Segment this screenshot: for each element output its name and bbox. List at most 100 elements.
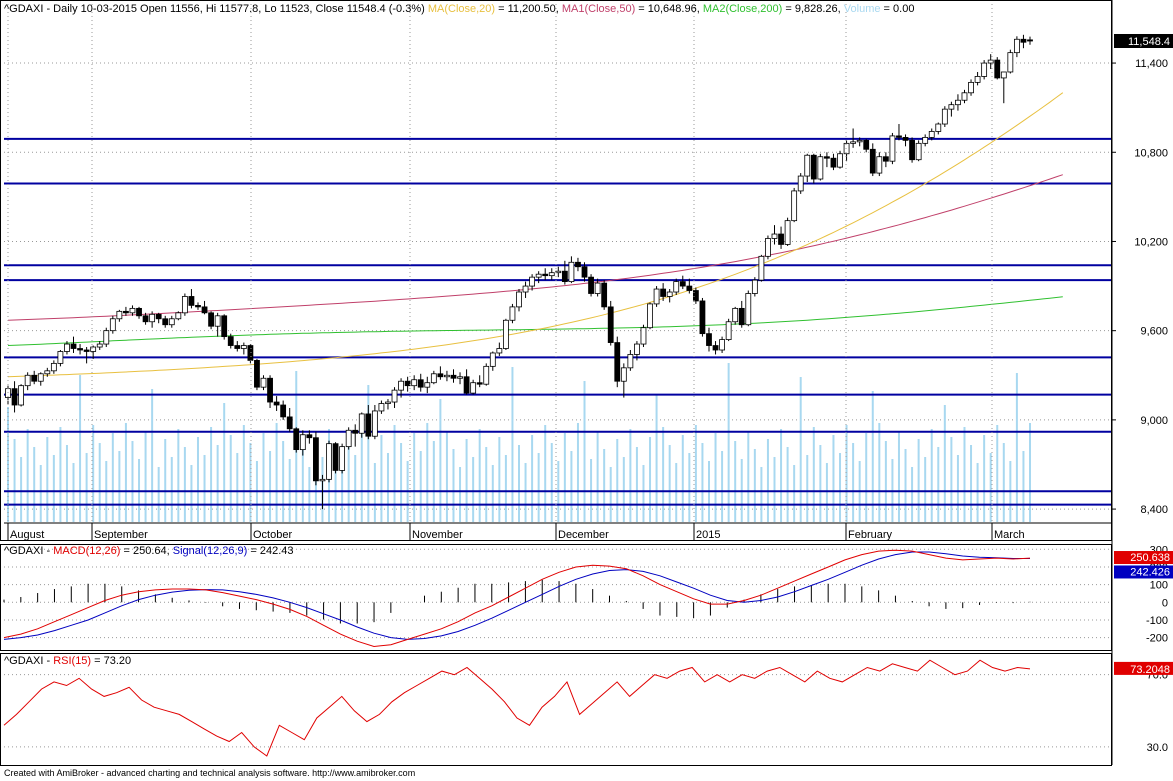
candle-down	[352, 429, 359, 434]
candle-up	[371, 410, 378, 437]
candle-down	[136, 307, 142, 317]
candle-up	[987, 59, 994, 64]
candle-up	[398, 380, 404, 391]
candle-up	[24, 374, 31, 387]
candle-down	[437, 373, 444, 378]
macd-pane-header: ^GDAXI - MACD(12,26) = 250.64, Signal(12…	[4, 545, 294, 558]
candle-down	[417, 379, 424, 388]
candle-down	[869, 148, 876, 174]
candle-up	[457, 376, 463, 379]
date-label: November	[412, 529, 463, 541]
ma200-label: MA2(Close,200)	[702, 3, 783, 15]
candle-down	[254, 360, 260, 388]
ma50-value: = 10,648.96,	[635, 3, 700, 15]
rsi-last-badge	[1114, 661, 1173, 675]
rsi-pane-header: ^GDAXI - RSI(15) = 73.20	[4, 655, 131, 668]
candle-up	[548, 272, 555, 277]
candle-down	[778, 233, 784, 245]
candle-up	[319, 478, 326, 482]
candle-up	[168, 318, 175, 326]
candle-down	[267, 377, 273, 403]
candle-down	[588, 276, 594, 294]
candle-up	[751, 279, 758, 294]
candle-up	[948, 104, 955, 110]
candle-up	[129, 307, 136, 314]
candle-up	[889, 135, 896, 162]
macd-tick-label: -200	[1146, 633, 1168, 645]
candle-up	[758, 255, 765, 281]
candle-down	[863, 139, 870, 150]
ma50-label: MA1(Close,50)	[561, 3, 636, 15]
candle-down	[365, 413, 372, 437]
candle-down	[614, 342, 621, 382]
rsi-last-label: 73.2048	[1130, 664, 1170, 676]
candle-up	[181, 296, 188, 314]
candle-up	[96, 343, 103, 348]
candle-down	[293, 428, 300, 451]
candle-down	[824, 156, 830, 159]
ma20-line	[7, 92, 1064, 378]
pane-frames	[0, 0, 1113, 766]
candle-up	[522, 285, 529, 293]
price-tick-label: 9,600	[1140, 326, 1168, 338]
candle-down	[994, 59, 1001, 79]
candle-down	[227, 336, 234, 346]
date-label: December	[558, 529, 609, 541]
candle-down	[1027, 39, 1033, 42]
rsi-sep: -	[43, 655, 54, 667]
candle-down	[70, 343, 77, 349]
candle-up	[103, 330, 110, 345]
candle-up	[791, 190, 798, 222]
candle-down	[83, 349, 90, 352]
candle-down	[909, 139, 915, 161]
candle-down	[123, 310, 129, 314]
candle-down	[162, 318, 169, 326]
price-candles	[5, 34, 1033, 510]
candle-up	[850, 141, 857, 144]
candle-up	[116, 310, 123, 320]
last-close-badge	[1114, 33, 1173, 48]
rsi-label: RSI(15)	[53, 655, 92, 667]
candle-up	[299, 434, 306, 451]
candle-down	[686, 285, 693, 291]
candle-down	[699, 300, 706, 335]
candle-down	[31, 374, 38, 382]
signal-label: Signal(12,26,9)	[172, 545, 248, 557]
candle-up	[620, 367, 627, 382]
candle-up	[673, 281, 680, 293]
rsi-pane: 70.030.073.2048	[3, 659, 1173, 757]
volume-value: = 0.00	[880, 3, 915, 15]
candle-down	[234, 345, 241, 349]
candle-up	[981, 62, 988, 77]
candle-up	[634, 343, 640, 355]
price-tick-label: 8,400	[1140, 504, 1168, 516]
candle-down	[221, 315, 228, 338]
candle-up	[843, 142, 850, 155]
price-axis: 8,400 9,000 9,600 10,200 10,800 11,400 11,548.…	[1112, 33, 1173, 516]
price-tick-label: 9,000	[1140, 415, 1168, 427]
last-close-label: 11,548.4	[1128, 36, 1170, 48]
macd-last-badge	[1114, 551, 1173, 565]
candle-up	[719, 339, 725, 351]
candle-down	[450, 374, 457, 379]
candle-up	[535, 273, 542, 278]
candle-down	[195, 304, 201, 308]
candle-up	[941, 108, 948, 125]
candle-up	[928, 131, 935, 138]
candle-down	[273, 401, 280, 406]
macd-tick-label: 100	[1150, 580, 1168, 592]
ma20-label: MA(Close,20)	[427, 3, 496, 15]
candle-up	[483, 365, 490, 385]
price-symbol: ^GDAXI	[4, 3, 44, 15]
date-label: October	[253, 529, 292, 541]
candle-up	[968, 81, 974, 94]
candle-down	[810, 154, 817, 180]
candle-down	[575, 261, 581, 268]
candle-down	[601, 282, 608, 308]
candle-up	[509, 306, 516, 321]
candle-down	[332, 443, 339, 471]
candle-up	[260, 377, 267, 388]
candle-up	[666, 291, 673, 297]
candle-up	[771, 233, 778, 239]
